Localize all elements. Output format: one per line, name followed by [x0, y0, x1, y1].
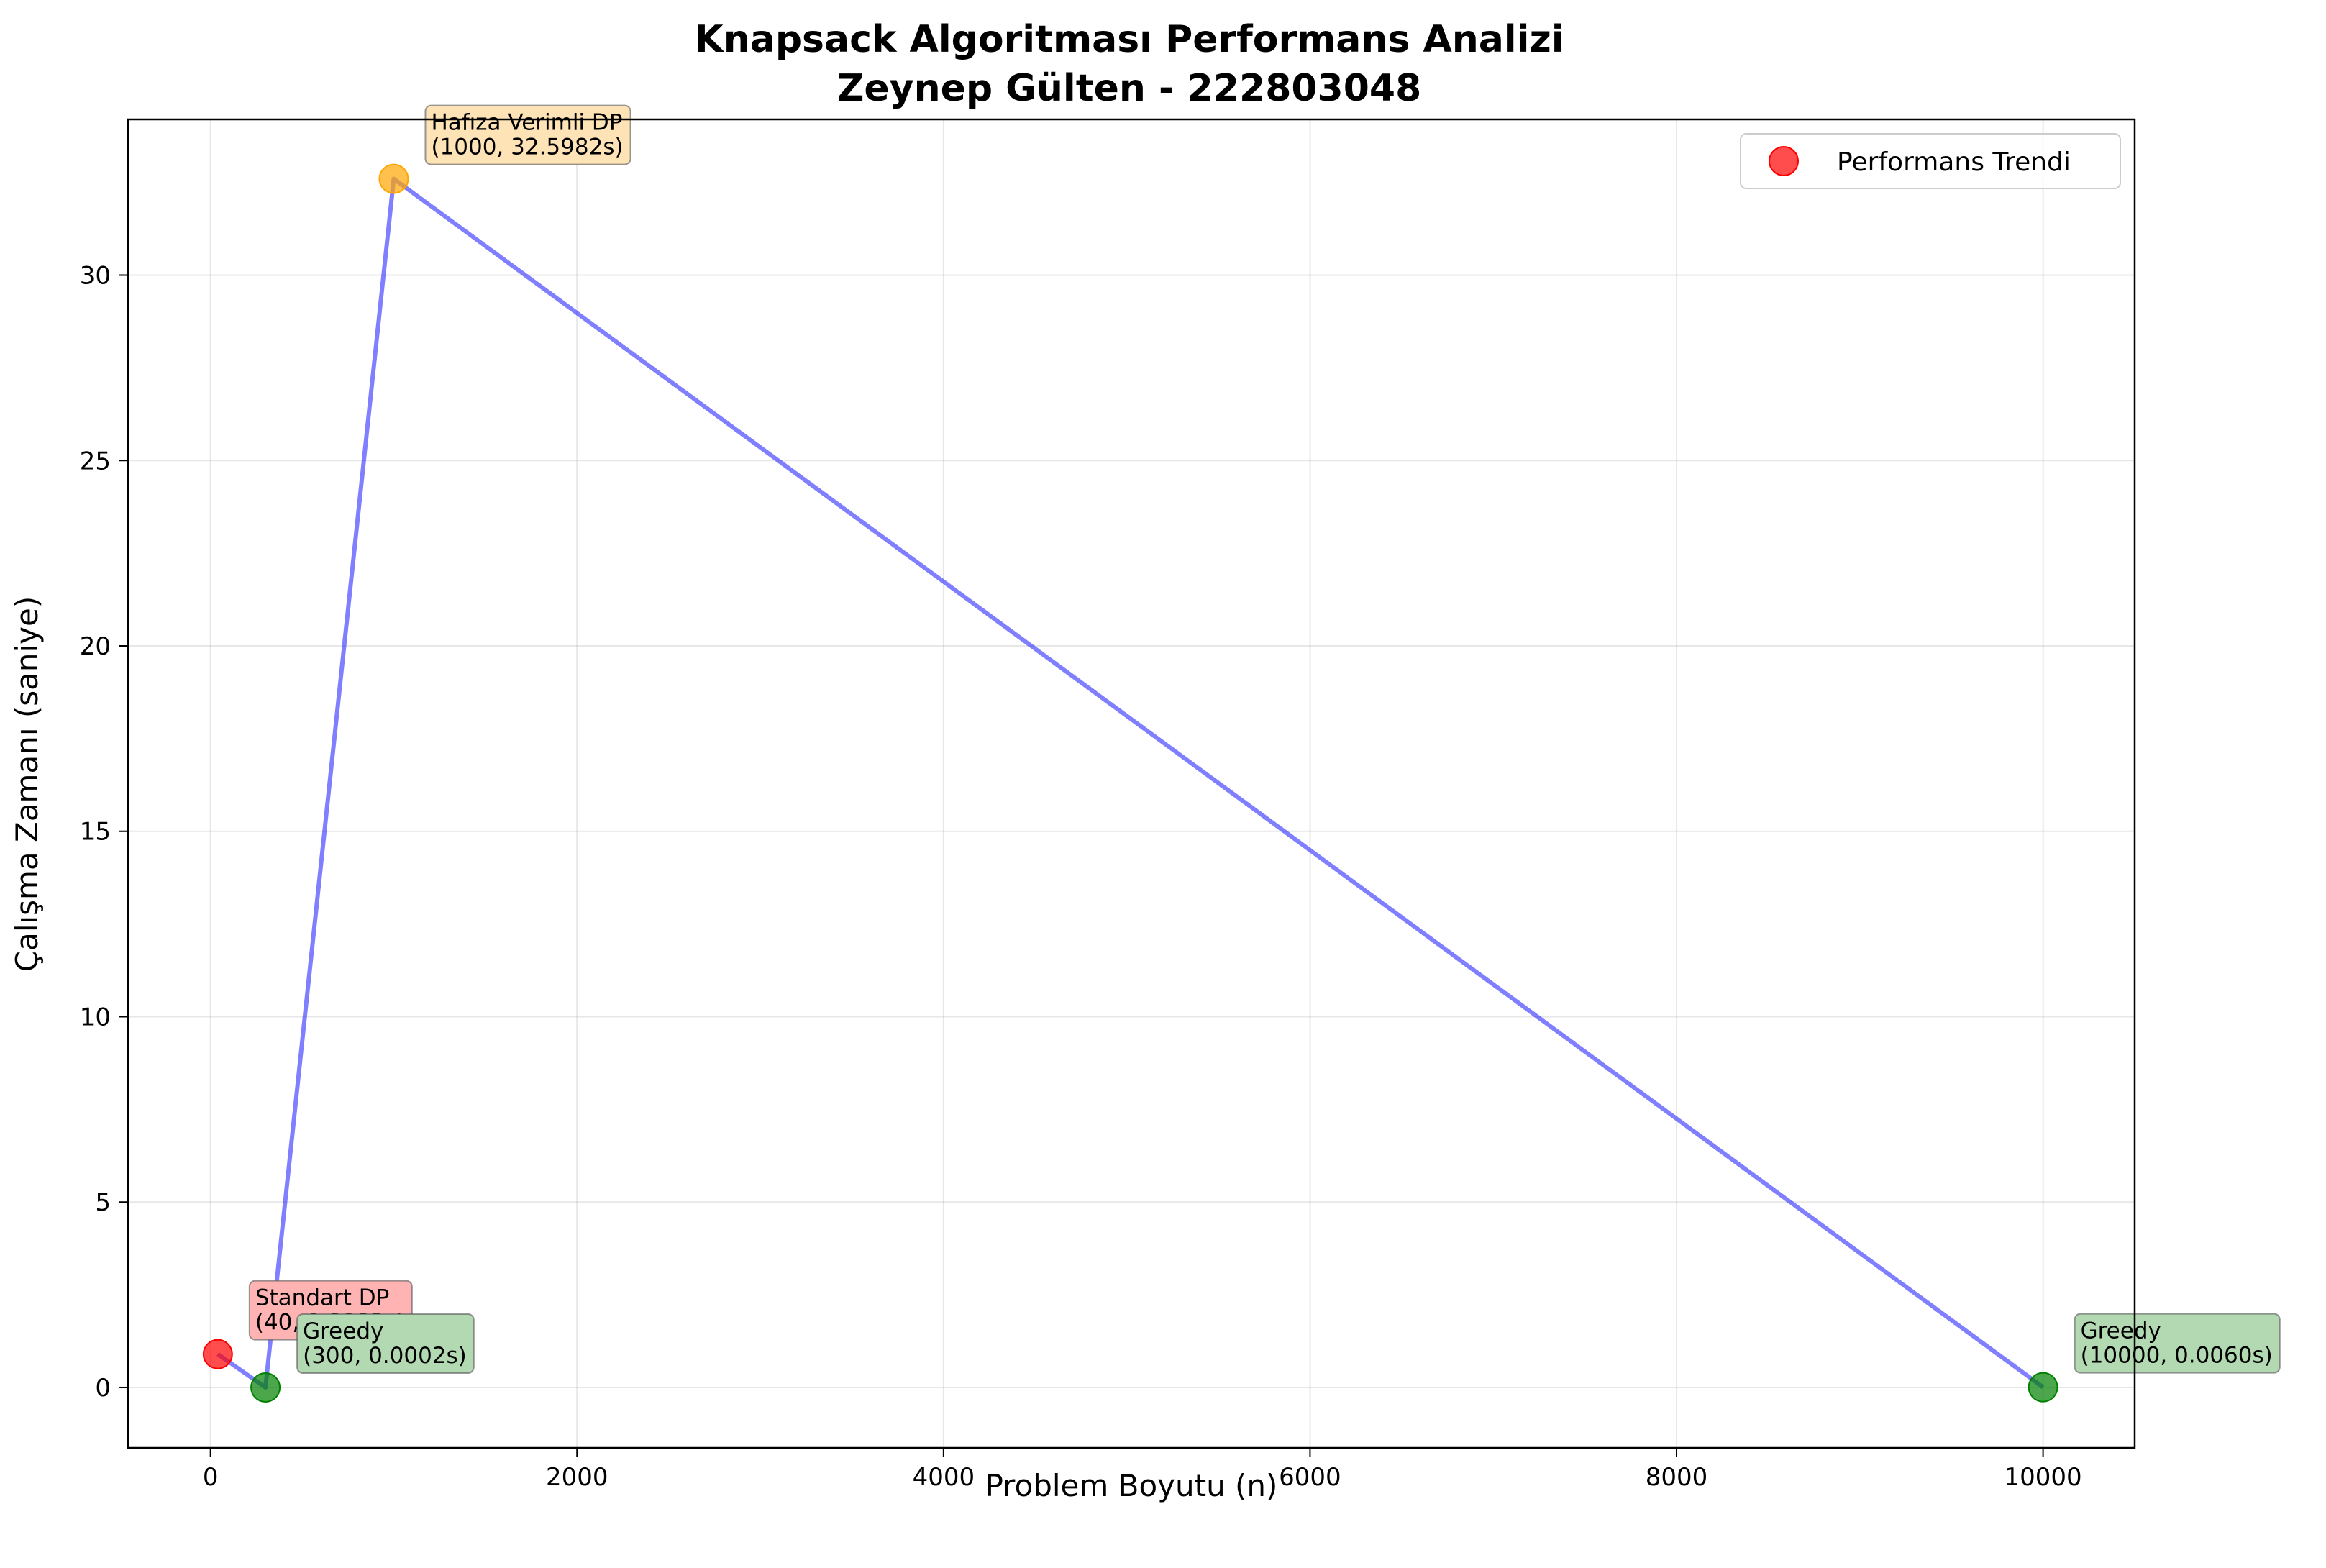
x-tick-label: 2000 — [546, 1463, 608, 1492]
y-tick-label: 15 — [80, 818, 111, 847]
y-tick-label: 10 — [80, 1003, 111, 1031]
trend-line — [216, 176, 2045, 1390]
y-axis-label: Çalışma Zamanı (saniye) — [9, 596, 45, 972]
annotation-box — [2074, 1313, 2281, 1374]
plot-frame — [127, 118, 2136, 1449]
y-tick-label: 25 — [80, 447, 111, 475]
point-annotation: Hafıza Verimli DP(1000, 32.5982s) — [424, 104, 631, 165]
chart-title-line-2: Zeynep Gülten - 222803048 — [837, 67, 1422, 110]
y-tick-label: 0 — [95, 1374, 111, 1403]
y-tick-label: 5 — [95, 1188, 111, 1217]
x-tick-label: 6000 — [1279, 1463, 1341, 1492]
annotation-algorithm: Greedy — [2081, 1318, 2161, 1344]
annotation-box — [296, 1313, 475, 1374]
point-annotation: Greedy(300, 0.0002s) — [296, 1313, 475, 1374]
data-point — [378, 163, 409, 194]
x-tick-label: 0 — [203, 1463, 219, 1492]
trend-line-group — [216, 176, 2045, 1390]
annotation-value: (300, 0.0002s) — [303, 1343, 467, 1369]
annotation-algorithm: Greedy — [303, 1318, 383, 1344]
data-point — [2028, 1372, 2058, 1403]
legend-box — [1740, 133, 2121, 189]
data-point — [250, 1372, 281, 1403]
legend-marker — [1769, 146, 1799, 176]
annotation-value: (1000, 32.5982s) — [431, 135, 623, 160]
x-tick-label: 4000 — [913, 1463, 975, 1492]
y-tick-label: 30 — [80, 262, 111, 291]
legend: Performans Trendi — [1740, 133, 2121, 189]
points-group — [202, 163, 2058, 1403]
y-tick-label: 20 — [80, 632, 111, 661]
x-axis-ticks: 0 2000 4000 6000 8000 10000 — [203, 1448, 2082, 1492]
data-point — [202, 1339, 233, 1369]
legend-label: Performans Trendi — [1837, 147, 2071, 177]
x-axis-label: Problem Boyutu (n) — [985, 1468, 1278, 1503]
annotations-group: Standart DP(40, 0.8982s)Greedy(300, 0.00… — [248, 104, 2281, 1374]
x-tick-label: 10000 — [2005, 1463, 2082, 1492]
point-annotation: Greedy(10000, 0.0060s) — [2074, 1313, 2281, 1374]
y-axis-ticks: 0 5 10 15 20 25 30 — [80, 262, 128, 1403]
annotation-value: (10000, 0.0060s) — [2081, 1343, 2273, 1369]
chart-title-line-1: Knapsack Algoritması Performans Analizi — [694, 18, 1564, 61]
x-tick-label: 8000 — [1646, 1463, 1708, 1492]
annotation-algorithm: Hafıza Verimli DP — [431, 110, 622, 136]
annotation-algorithm: Standart DP — [255, 1285, 389, 1311]
grid — [128, 119, 2135, 1448]
